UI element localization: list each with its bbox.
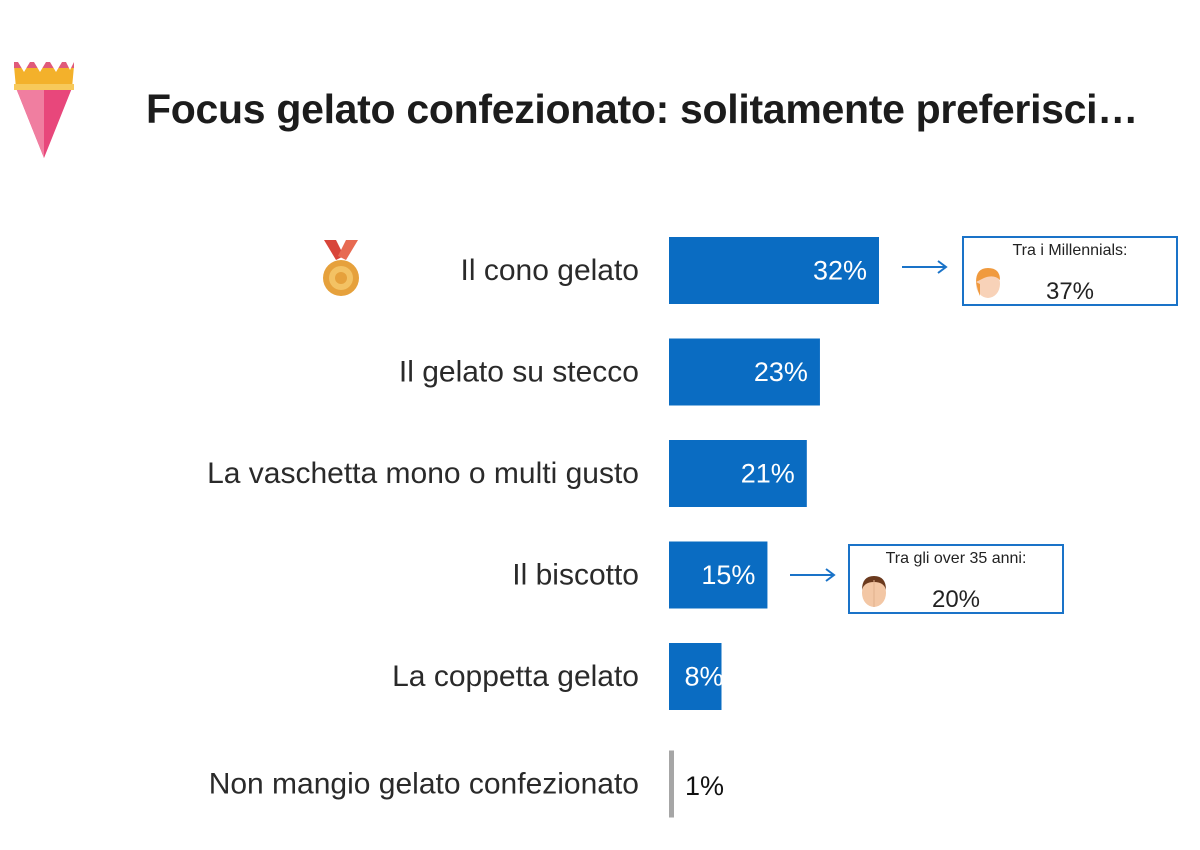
category-label: La coppetta gelato [392,660,639,693]
callout-heading: Tra i Millennials: [1012,242,1128,259]
callout-value: 20% [931,586,981,613]
category-label: Il biscotto [512,559,639,592]
value-label: 21% [741,459,795,489]
value-label: 32% [813,256,867,286]
value-label: 1% [685,771,724,801]
bar [669,643,722,710]
arrow-right-icon [902,260,948,274]
category-label: Non mangio gelato confezionato [209,768,639,801]
value-label: 23% [754,357,808,387]
category-label: Il cono gelato [461,254,639,287]
value-label: 8% [684,662,723,692]
category-label: Il gelato su stecco [399,356,639,389]
bar [669,541,768,609]
adult-face-icon [862,576,886,607]
bar [669,237,879,304]
callout-over35: Tra gli over 35 anni: 20% [848,544,1064,614]
arrow-right-icon [790,568,836,582]
bar [669,338,820,406]
callout-millennials: Tra i Millennials: 37% [962,236,1178,306]
bar [669,440,807,507]
category-label: La vaschetta mono o multi gusto [207,457,639,490]
ice-cream-cone-icon [14,62,74,158]
bronze-medal-icon [323,240,359,296]
value-label: 15% [701,560,755,590]
callout-value: 37% [1045,278,1095,305]
page-title: Focus gelato confezionato: solitamente p… [146,86,1138,132]
bar [669,750,674,818]
callout-heading: Tra gli over 35 anni: [885,550,1027,567]
millennial-face-icon [976,268,1000,298]
